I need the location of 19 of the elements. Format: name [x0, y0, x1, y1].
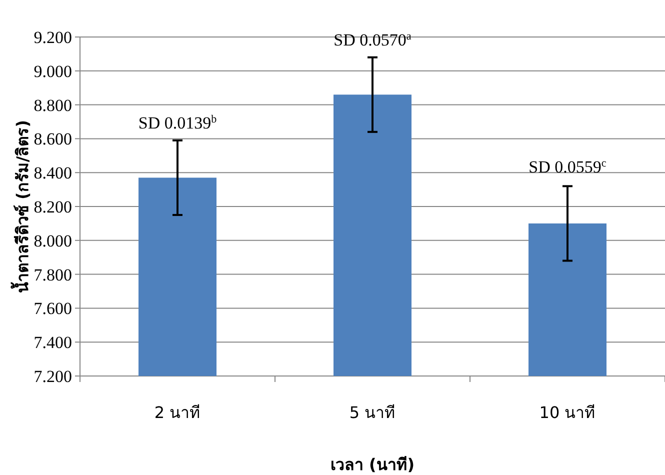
- y-tick-label: 9.200: [34, 28, 72, 47]
- y-tick-label: 8.000: [34, 231, 72, 250]
- annotation: SD 0.0559$^{c}$: [528, 157, 606, 176]
- y-tick-label: 7.800: [34, 265, 72, 284]
- y-tick-label: 8.400: [34, 164, 72, 183]
- x-tick-label: 2 นาที: [154, 403, 201, 422]
- y-tick-label: 7.400: [34, 333, 72, 352]
- y-tick-label: 8.600: [34, 130, 72, 149]
- x-axis-title: เวลา (นาที): [330, 455, 415, 474]
- x-tick-label: 10 นาที: [539, 403, 596, 422]
- y-tick-label: 8.200: [34, 198, 72, 216]
- y-tick-label: 7.200: [34, 367, 72, 386]
- annotation: SD 0.0139$^{b}$: [138, 113, 218, 132]
- annotation: SD 0.0570$^{a}$: [334, 30, 412, 50]
- y-axis-title: น้ำตาลรีดิวซ์ (กรัม/ลิตร): [10, 120, 32, 294]
- y-tick-label: 7.600: [34, 299, 72, 318]
- x-tick-label: 5 นาที: [349, 403, 396, 422]
- y-tick-label: 9.000: [34, 62, 72, 81]
- y-tick-label: 8.800: [34, 96, 72, 115]
